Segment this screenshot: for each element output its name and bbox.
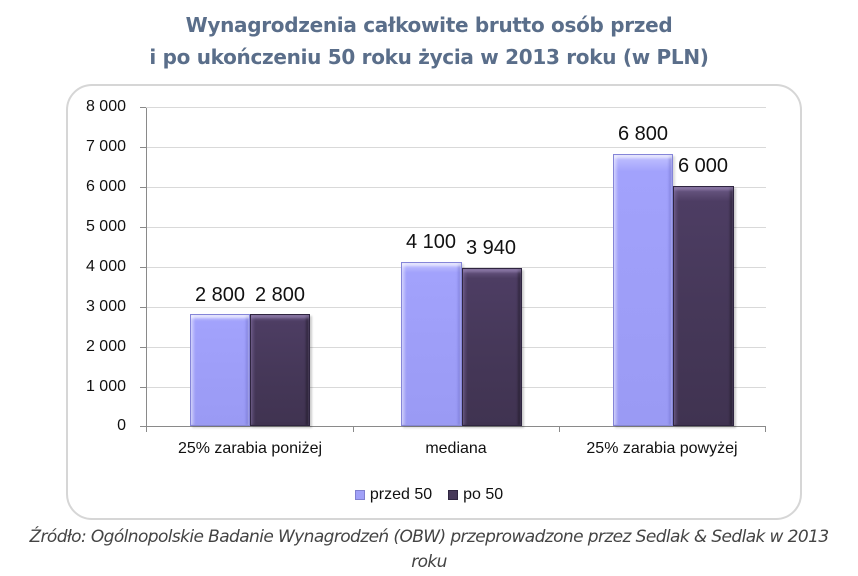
value-label: 3 940 (465, 237, 517, 259)
legend-swatch-icon (448, 490, 459, 500)
chart-title-line-2: i po ukończeniu 50 roku życia w 2013 rok… (149, 45, 709, 69)
source-note-line-2: roku (411, 552, 447, 572)
legend-item-po-50[interactable]: po 50 (448, 486, 503, 504)
bar-po-50-ponizej[interactable] (250, 314, 310, 426)
y-tick-label: 4 000 (85, 258, 126, 275)
category-label: 25% zarabia powyżej (586, 440, 738, 457)
y-tick-label: 0 (117, 417, 126, 434)
y-tick-label: 7 000 (85, 138, 126, 155)
category-label: mediana (425, 440, 487, 457)
gridline (146, 227, 766, 228)
y-tick-mark (140, 147, 146, 148)
y-tick-mark (140, 307, 146, 308)
gridline (146, 187, 766, 188)
legend-swatch-icon (354, 490, 365, 500)
y-tick-label: 2 000 (85, 338, 126, 355)
value-label: 4 100 (405, 231, 457, 253)
bar-przed-50-powyzej[interactable] (613, 154, 673, 426)
value-label: 2 800 (194, 284, 246, 306)
legend-item-przed-50[interactable]: przed 50 (354, 486, 433, 504)
value-label: 2 800 (254, 284, 306, 306)
bar-przed-50-mediana[interactable] (401, 262, 462, 426)
legend-label: po 50 (463, 486, 504, 503)
value-label: 6 800 (617, 123, 669, 145)
x-axis (140, 426, 766, 427)
y-tick-label: 5 000 (85, 218, 126, 235)
y-tick-label: 6 000 (85, 178, 126, 195)
y-tick-label: 8 000 (85, 98, 126, 115)
bar-przed-50-ponizej[interactable] (190, 314, 250, 426)
legend-label: przed 50 (369, 486, 433, 503)
y-tick-label: 3 000 (85, 298, 126, 315)
gridline (146, 107, 766, 108)
y-tick-label: 1 000 (85, 378, 126, 395)
source-note-line-1: Źródło: Ogólnopolskie Badanie Wynagrodze… (29, 527, 829, 547)
y-tick-mark (140, 227, 146, 228)
category-label: 25% zarabia poniżej (177, 440, 323, 457)
y-tick-mark (140, 267, 146, 268)
y-tick-mark (140, 187, 146, 188)
chart-title-line-1: Wynagrodzenia całkowite brutto osób prze… (185, 13, 673, 37)
x-tick-mark (559, 426, 560, 432)
y-axis (146, 108, 147, 428)
value-label: 6 000 (677, 155, 729, 177)
y-tick-mark (140, 426, 146, 427)
x-tick-mark (765, 426, 766, 432)
legend: przed 50 po 50 (0, 486, 858, 504)
gridline (146, 147, 766, 148)
x-tick-mark (146, 426, 147, 432)
y-tick-mark (140, 387, 146, 388)
x-tick-mark (353, 426, 354, 432)
bar-po-50-mediana[interactable] (462, 268, 522, 426)
y-tick-mark (140, 107, 146, 108)
y-tick-mark (140, 347, 146, 348)
bar-po-50-powyzej[interactable] (673, 186, 734, 426)
